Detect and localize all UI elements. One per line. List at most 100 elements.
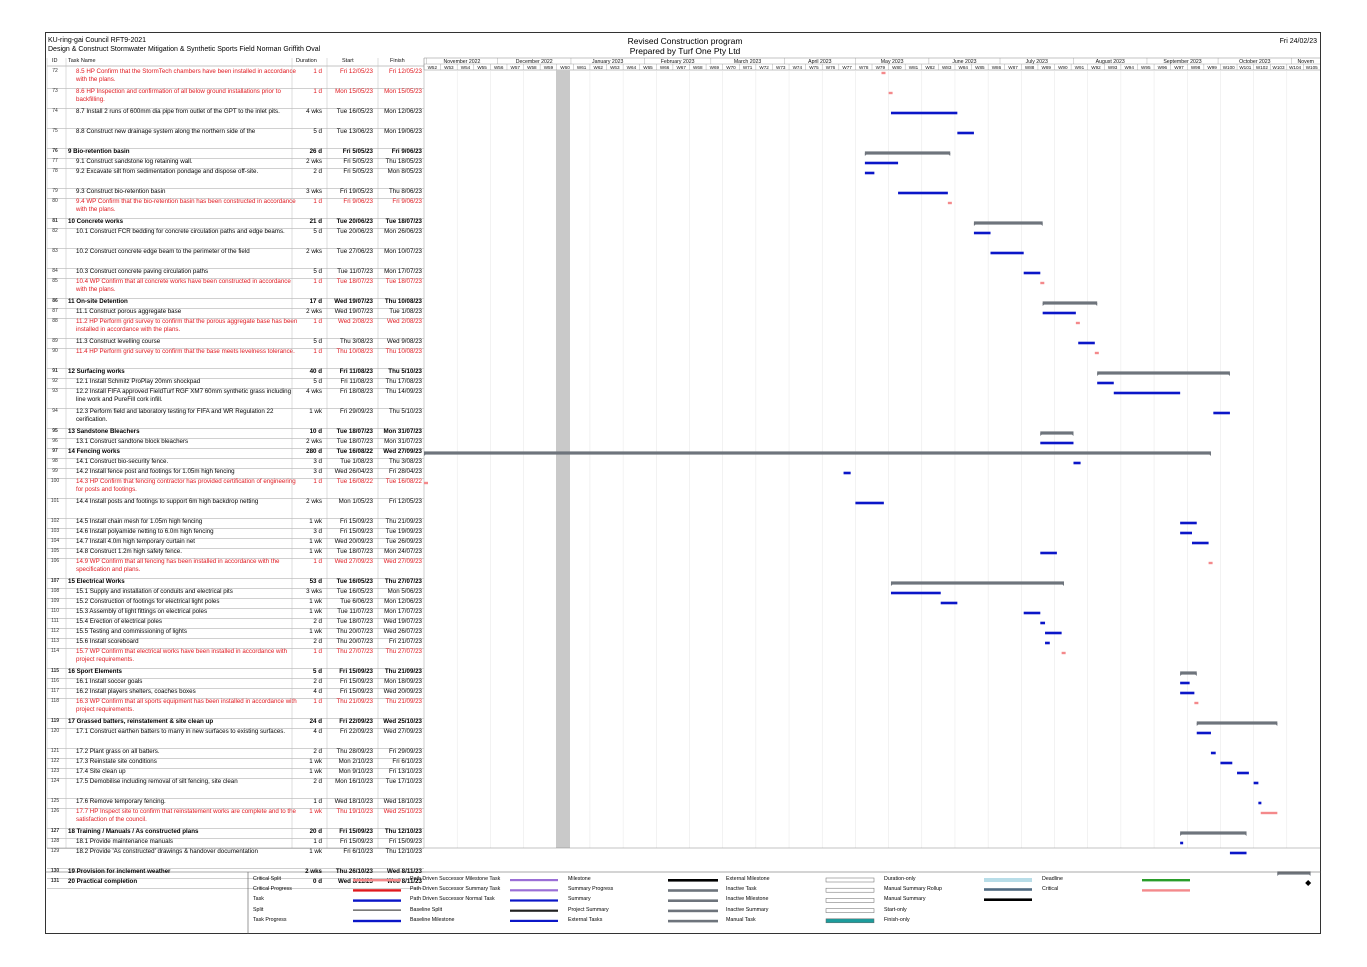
table-row[interactable]: 114 15.7 WP Confirm that electrical works… xyxy=(47,648,424,668)
task-id: 129 xyxy=(50,848,60,854)
task-duration: 1 d xyxy=(313,838,322,845)
task-id: 115 xyxy=(50,668,60,674)
table-row[interactable]: 129 18.2 Provide 'As constructed' drawing… xyxy=(47,848,424,868)
table-row[interactable]: 94 12.3 Perform field and laboratory test… xyxy=(47,408,424,428)
table-row[interactable]: 120 17.1 Construct earthen batters to mar… xyxy=(47,728,424,748)
table-row[interactable]: 81 10 Concrete works 21 d Tue 20/06/23 Tue 1… xyxy=(47,218,424,228)
table-row[interactable]: 75 8.8 Construct new drainage system alon… xyxy=(47,128,424,148)
col-start: Start xyxy=(342,58,354,64)
task-id: 112 xyxy=(51,628,59,634)
table-row[interactable]: 117 16.2 Install players shelters, coache… xyxy=(47,688,424,698)
row-divider xyxy=(47,838,424,839)
table-row[interactable]: 99 14.2 Install fence post and footings f… xyxy=(47,468,424,478)
task-duration: 1 d xyxy=(313,648,322,655)
table-row[interactable]: 77 9.1 Construct sandstone log retaining … xyxy=(47,158,424,168)
table-row[interactable]: 113 15.6 Install scoreboard 2 d Thu 20/07/2… xyxy=(47,638,424,648)
table-row[interactable]: 90 11.4 HP Perform grid survey to confirm… xyxy=(47,348,424,368)
task-finish: Thu 8/06/23 xyxy=(388,188,422,195)
table-row[interactable]: 86 11 On-site Detention 17 d Wed 19/07/23 Th… xyxy=(47,298,424,308)
task-id: 84 xyxy=(52,268,58,274)
legend-item: Task Progress xyxy=(253,916,287,923)
task-finish: Mon 24/07/23 xyxy=(384,548,422,555)
table-row[interactable]: 91 12 Surfacing works 40 d Fri 11/08/23 Thu … xyxy=(47,368,424,378)
table-row[interactable]: 116 16.1 Install soccer goals 2 d Fri 15/09… xyxy=(47,678,424,688)
table-row[interactable]: 123 17.4 Site clean up 1 wk Mon 9/10/23 Fri … xyxy=(47,768,424,778)
task-finish: Fri 6/10/23 xyxy=(392,758,422,765)
table-row[interactable]: 76 9 Bio-retention basin 26 d Fri 5/05/23 Fr… xyxy=(47,148,424,158)
table-row[interactable]: 83 10.2 Construct concrete edge beam to t… xyxy=(47,248,424,268)
table-row[interactable]: 84 10.3 Construct concrete paving circula… xyxy=(47,268,424,278)
table-row[interactable]: 74 8.7 Install 2 runs of 600mm dia pipe f… xyxy=(47,108,424,128)
table-row[interactable]: 101 14.4 Install posts and footings to su… xyxy=(47,498,424,518)
table-row[interactable]: 108 15.1 Supply and installation of condu… xyxy=(47,588,424,598)
page-subtitle: Prepared by Turf One Pty Ltd xyxy=(629,46,741,56)
table-row[interactable]: 107 15 Electrical Works 53 d Tue 16/05/23 Th… xyxy=(47,578,424,588)
table-row[interactable]: 131 20 Practical completion 0 d Wed 8/11/23… xyxy=(47,878,424,888)
task-id: 93 xyxy=(52,388,58,394)
row-divider xyxy=(47,638,424,639)
row-divider xyxy=(47,388,424,389)
table-row[interactable]: 118 16.3 WP Confirm that all sports equip… xyxy=(47,698,424,718)
task-duration: 4 d xyxy=(313,728,322,735)
table-row[interactable]: 88 11.2 HP Perform grid survey to confirm… xyxy=(47,318,424,338)
table-row[interactable]: 121 17.2 Plant grass on all batters. 2 d Th… xyxy=(47,748,424,758)
task-id: 104 xyxy=(50,538,60,544)
table-row[interactable]: 96 13.1 Construct sandtone block bleacher… xyxy=(47,438,424,448)
table-row[interactable]: 87 11.1 Construct porous aggregate base 2 … xyxy=(47,308,424,318)
task-start: Tue 16/05/23 xyxy=(336,578,373,585)
legend-item: Critical Progress xyxy=(253,886,292,893)
task-duration: 1 d xyxy=(313,798,322,805)
task-name: 11.3 Construct levelling course xyxy=(76,338,161,345)
table-row[interactable]: 103 14.6 Install polyamide netting to 6.0… xyxy=(47,528,424,538)
table-row[interactable]: 89 11.3 Construct levelling course 5 d Thu … xyxy=(47,338,424,348)
table-row[interactable]: 130 19 Provision for inclement weather 2 w… xyxy=(47,868,424,878)
legend-item: Finish-only xyxy=(884,916,910,923)
task-id: 123 xyxy=(50,768,60,774)
table-row[interactable]: 97 14 Fencing works 280 d Tue 16/08/22 Wed 2… xyxy=(47,448,424,458)
task-duration: 2 wks xyxy=(306,248,322,255)
table-row[interactable]: 128 18.1 Provide maintenance manuals 1 d Fr… xyxy=(47,838,424,848)
task-duration: 280 d xyxy=(306,448,322,455)
table-row[interactable]: 126 17.7 HP Inspect site to confirm that … xyxy=(47,808,424,828)
org-name: KU-ring-gai Council RFT9-2021 xyxy=(48,37,147,44)
table-row[interactable]: 98 14.1 Construct bio-security fence. 3 d T… xyxy=(47,458,424,468)
table-row[interactable]: 115 16 Sport Elements 5 d Fri 15/09/23 Thu 2… xyxy=(47,668,424,678)
table-row[interactable]: 79 9.3 Construct bio-retention basin 3 wks… xyxy=(47,188,424,198)
table-row[interactable]: 78 9.2 Excavate silt from sedimentation p… xyxy=(47,168,424,188)
task-start: Thu 28/09/23 xyxy=(336,748,373,755)
table-row[interactable]: 111 15.4 Erection of electrical poles 2 d T… xyxy=(47,618,424,628)
task-id: 98 xyxy=(52,458,58,464)
table-row[interactable]: 122 17.3 Reinstate site conditions 1 wk Mon… xyxy=(47,758,424,768)
task-start: Mon 15/05/23 xyxy=(335,88,373,95)
table-row[interactable]: 95 13 Sandstone Bleachers 10 d Tue 18/07/23… xyxy=(47,428,424,438)
table-row[interactable]: 127 18 Training / Manuals / As constructe… xyxy=(47,828,424,838)
table-row[interactable]: 104 14.7 Install 4.0m high temporary curt… xyxy=(47,538,424,548)
table-row[interactable]: 124 17.5 Demobilise including removal of … xyxy=(47,778,424,798)
table-row[interactable]: 85 10.4 WP Confirm that all concrete work… xyxy=(47,278,424,298)
table-row[interactable]: 119 17 Grassed batters, reinstatement & s… xyxy=(47,718,424,728)
table-row[interactable]: 73 8.6 HP Inspection and confirmation of … xyxy=(47,88,424,108)
table-row[interactable]: 72 8.5 HP Confirm that the StormTech cham… xyxy=(47,68,424,88)
table-row[interactable]: 109 15.2 Construction of footings for ele… xyxy=(47,598,424,608)
table-row[interactable]: 93 12.2 Install FIFA approved FieldTurf R… xyxy=(47,388,424,408)
task-finish: Fri 13/10/23 xyxy=(388,768,422,775)
table-row[interactable]: 125 17.6 Remove temporary fencing. 1 d Wed … xyxy=(47,798,424,808)
table-row[interactable]: 102 14.5 Install chain mesh for 1.05m hig… xyxy=(47,518,424,528)
task-name: 9 Bio-retention basin xyxy=(68,148,130,155)
table-row[interactable]: 82 10.1 Construct FCR bedding for concret… xyxy=(47,228,424,248)
task-start: Tue 11/07/23 xyxy=(337,608,373,615)
table-row[interactable]: 110 15.3 Assembly of light fittings on el… xyxy=(47,608,424,618)
table-row[interactable]: 80 9.4 WP Confirm that the bio-retention … xyxy=(47,198,424,218)
task-duration: 1 wk xyxy=(309,808,322,815)
row-divider xyxy=(47,428,424,429)
table-row[interactable]: 92 12.1 Install Schmitz ProPlay 20mm shoc… xyxy=(47,378,424,388)
row-divider xyxy=(47,598,424,599)
table-row[interactable]: 105 14.8 Construct 1.2m high safety fence… xyxy=(47,548,424,558)
table-row[interactable]: 100 14.3 HP Confirm that fencing contract… xyxy=(47,478,424,498)
row-divider xyxy=(47,718,424,719)
table-row[interactable]: 112 15.5 Testing and commissioning of lig… xyxy=(47,628,424,638)
task-start: Tue 18/07/23 xyxy=(336,438,373,445)
task-start: Tue 11/07/23 xyxy=(337,268,373,275)
table-row[interactable]: 106 14.9 WP Confirm that all fencing has … xyxy=(47,558,424,578)
task-duration: 1 wk xyxy=(309,758,322,765)
